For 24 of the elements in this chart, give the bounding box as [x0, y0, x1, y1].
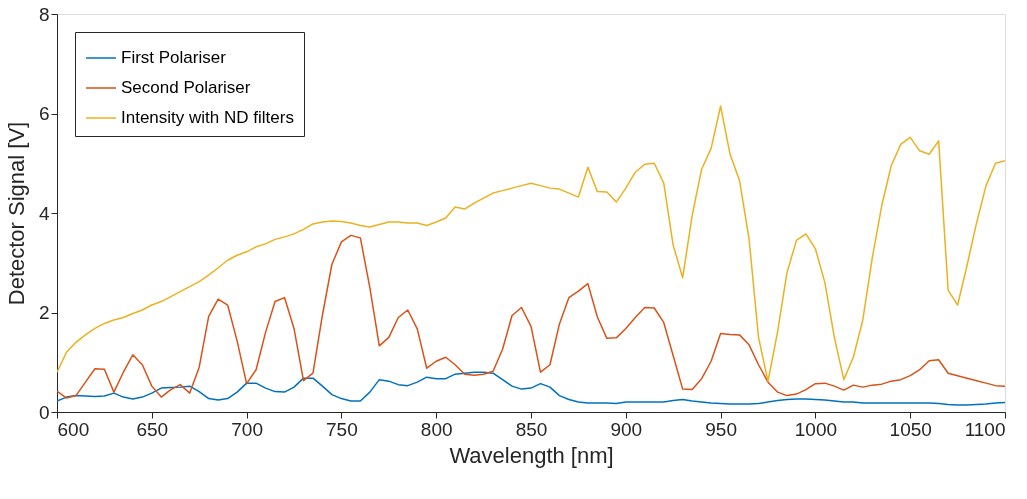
- y-tick-label: 0: [38, 401, 50, 423]
- x-axis-title: Wavelength [nm]: [449, 442, 614, 468]
- x-tick-label: 1000: [794, 418, 838, 440]
- y-tick-label: 4: [38, 202, 50, 224]
- x-tick-label: 1100: [964, 418, 1006, 440]
- x-tick-label: 700: [231, 418, 263, 440]
- x-tick-label: 600: [57, 418, 90, 440]
- line-series: [57, 371, 1005, 406]
- y-tick-label: 6: [38, 103, 50, 124]
- y-tick-label: 2: [38, 302, 50, 323]
- x-tick-label: 800: [420, 418, 453, 440]
- legend-label: Intensity with ND filters: [121, 108, 294, 127]
- x-tick-label: 900: [610, 418, 643, 440]
- legend-label: First Polariser: [121, 48, 227, 67]
- x-tick-label: 1050: [889, 418, 932, 440]
- x-tick-label: 650: [136, 418, 169, 440]
- line-series: [57, 105, 1005, 382]
- x-tick-label: 850: [515, 418, 548, 440]
- x-tick-label: 950: [705, 418, 737, 440]
- y-axis-title: Detector Signal [V]: [3, 121, 29, 306]
- legend-label: Second Polariser: [121, 78, 251, 97]
- line-series: [57, 234, 1005, 399]
- x-tick-label: 750: [326, 418, 358, 440]
- y-tick-label: 8: [38, 3, 50, 25]
